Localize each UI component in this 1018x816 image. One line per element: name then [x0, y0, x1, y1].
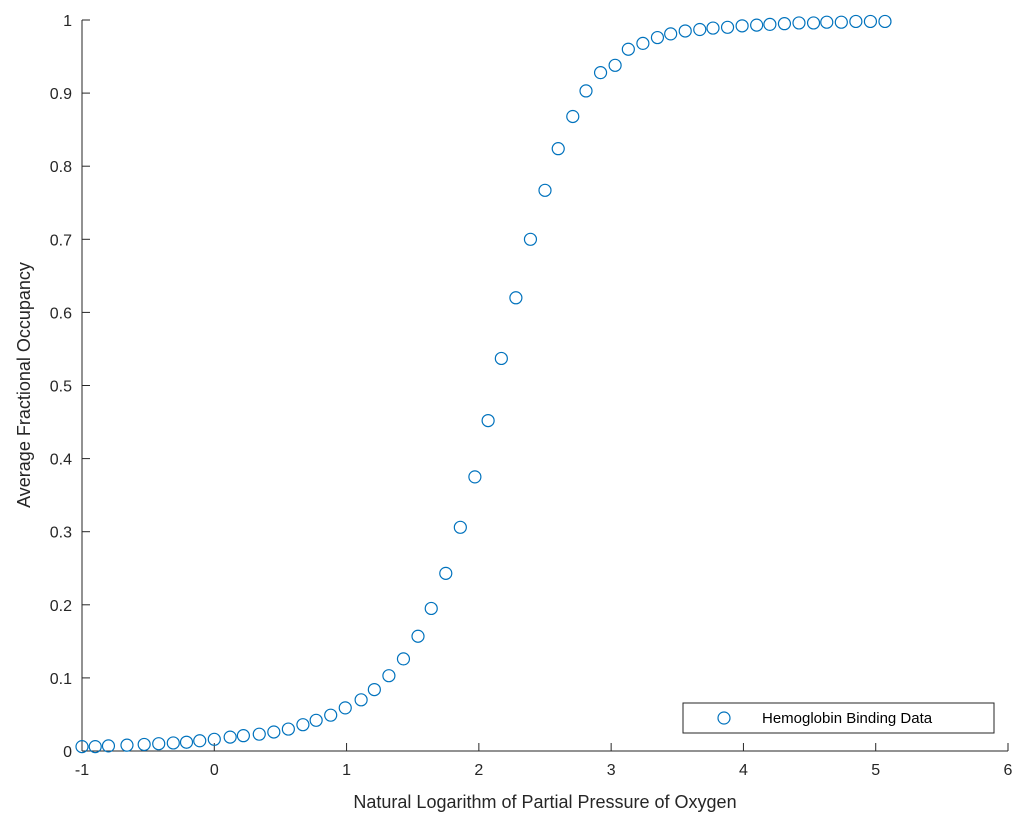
data-point — [763, 17, 777, 31]
data-point — [777, 17, 792, 31]
data-point — [411, 629, 425, 643]
data-point — [354, 693, 368, 707]
data-point — [593, 66, 608, 80]
plot-area: -1 0 1 2 3 4 5 6 00.10.20.30.40.50.60.70.80.91 — [50, 13, 1013, 779]
data-point — [296, 718, 310, 732]
legend-marker-icon — [717, 711, 731, 725]
data-point — [424, 601, 438, 616]
data-point — [720, 20, 735, 34]
data-point — [367, 682, 381, 697]
data-point — [621, 42, 635, 56]
y-tick-label: 0.2 — [50, 598, 72, 615]
data-point — [179, 735, 194, 749]
data-point — [750, 18, 764, 32]
x-tick-label: 6 — [1004, 762, 1013, 779]
x-tick-label: 4 — [739, 762, 748, 779]
data-point — [834, 15, 848, 29]
y-tick-label: 0 — [63, 744, 72, 761]
y-tick-label: 1 — [63, 13, 72, 30]
x-tick-label: 1 — [342, 762, 351, 779]
data-point — [468, 470, 482, 484]
data-point — [101, 739, 116, 753]
data-point — [664, 27, 678, 41]
data-point — [481, 413, 495, 428]
data-point — [152, 737, 166, 751]
data-point — [509, 291, 523, 305]
data-point — [735, 19, 749, 33]
y-tick-label: 0.8 — [50, 159, 72, 176]
data-point — [863, 14, 878, 29]
data-point — [267, 725, 281, 739]
data-point — [439, 566, 453, 580]
data-point — [88, 740, 102, 754]
x-tick-label: 5 — [871, 762, 880, 779]
data-point — [309, 713, 323, 727]
x-tick-label: -1 — [75, 762, 89, 779]
data-point — [120, 738, 134, 752]
data-point — [137, 737, 151, 752]
data-point — [636, 36, 650, 50]
y-tick-label: 0.6 — [50, 305, 72, 322]
data-point — [193, 734, 207, 748]
data-point — [223, 730, 237, 744]
data-point — [166, 736, 180, 750]
y-tick-label: 0.1 — [50, 671, 72, 688]
data-markers — [75, 14, 892, 754]
data-point — [650, 30, 665, 45]
y-ticks: 0 0.1 0.2 0.3 0.4 0.5 0.6 0.7 0.8 0.9 1 — [50, 13, 90, 761]
y-tick-label: 0.9 — [50, 86, 72, 103]
x-ticks: -1 0 1 2 3 4 5 6 — [75, 743, 1013, 779]
data-point — [324, 708, 338, 722]
data-point — [207, 732, 221, 746]
y-axis-label: Average Fractional Occupancy — [14, 262, 34, 508]
data-point — [453, 520, 467, 534]
data-point — [792, 16, 806, 30]
data-point — [678, 24, 692, 38]
y-tick-label: 0.4 — [50, 452, 72, 469]
data-point — [566, 109, 580, 124]
data-point — [693, 22, 707, 37]
data-point — [338, 701, 352, 715]
legend: Hemoglobin Binding Data — [682, 702, 995, 734]
data-point — [806, 16, 821, 30]
data-point — [75, 740, 89, 754]
data-point — [281, 722, 295, 736]
x-tick-label: 3 — [607, 762, 616, 779]
data-point — [820, 15, 834, 29]
data-point — [608, 58, 622, 72]
data-point — [236, 729, 250, 743]
data-point — [382, 669, 396, 683]
x-tick-label: 0 — [210, 762, 219, 779]
data-point — [523, 232, 538, 246]
x-axis-label: Natural Logarithm of Partial Pressure of… — [353, 792, 736, 812]
data-point — [252, 727, 266, 741]
x-tick-label: 2 — [474, 762, 483, 779]
data-point — [878, 14, 892, 29]
data-point — [494, 351, 508, 366]
data-point — [706, 21, 720, 35]
y-tick-label: 0.3 — [50, 525, 72, 542]
y-tick-label: 0.5 — [50, 379, 72, 396]
legend-label: Hemoglobin Binding Data — [762, 710, 933, 727]
data-point — [551, 142, 565, 156]
data-point — [849, 14, 863, 29]
data-point — [538, 183, 552, 197]
y-tick-label: 0.7 — [50, 232, 72, 249]
data-point — [396, 652, 411, 666]
legend-box — [682, 702, 995, 734]
data-point — [579, 84, 593, 98]
